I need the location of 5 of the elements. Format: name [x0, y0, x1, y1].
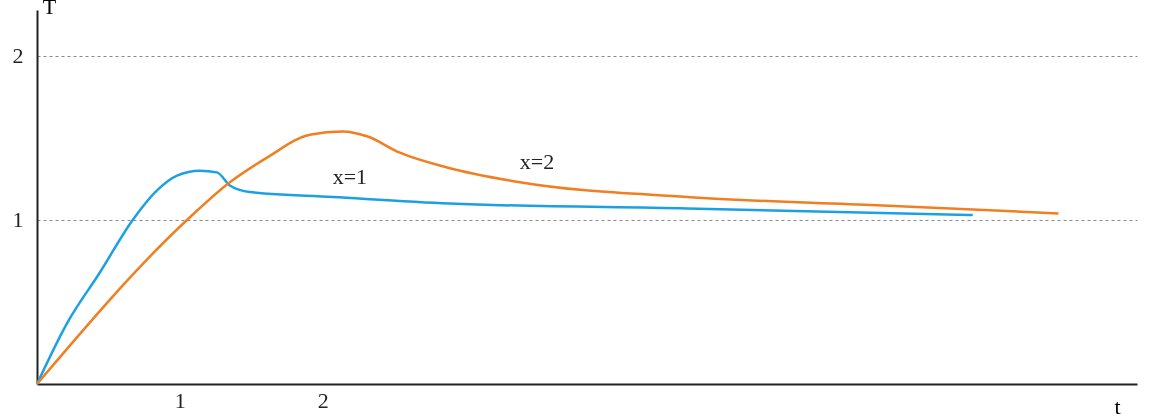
line-series: [35, 130, 1060, 386]
series-label: x=1: [332, 164, 368, 189]
series-label: x=2: [519, 149, 555, 175]
line-series: [35, 169, 974, 386]
x-axis-title: t: [1114, 393, 1121, 418]
